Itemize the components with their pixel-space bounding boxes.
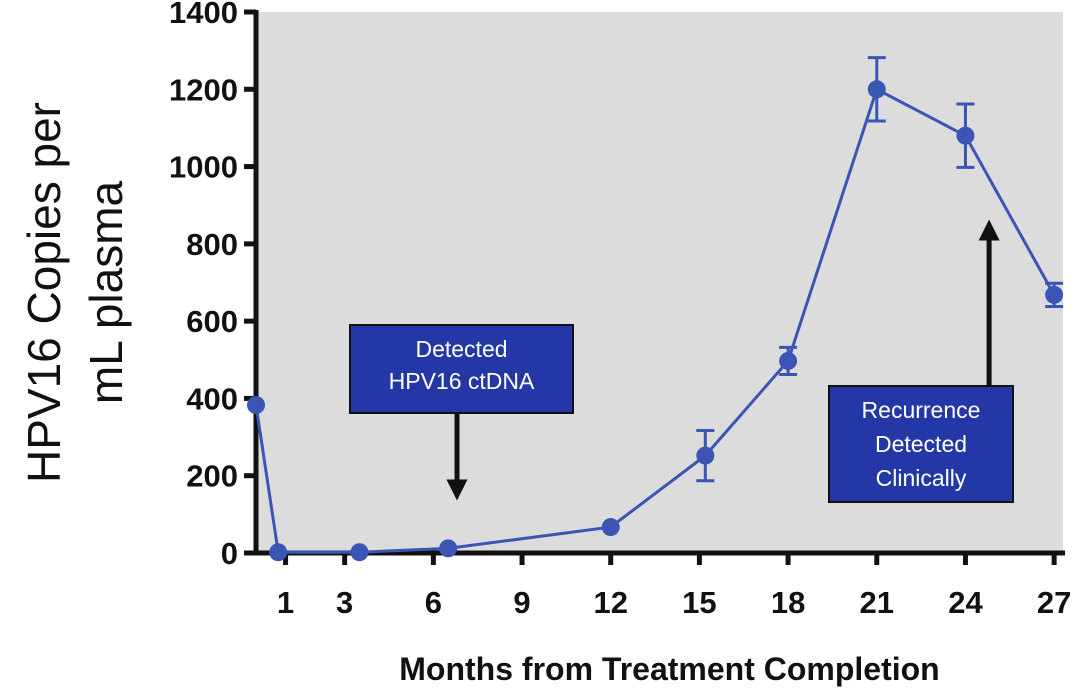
y-tick-label: 0 bbox=[221, 536, 238, 571]
y-tick-label: 1200 bbox=[169, 72, 238, 107]
annotation-text: Recurrence bbox=[862, 397, 981, 423]
x-tick-label: 3 bbox=[336, 585, 353, 620]
x-axis-title: Months from Treatment Completion bbox=[399, 651, 939, 687]
y-axis-title-line: HPV16 Copies per bbox=[18, 102, 70, 483]
annotation-text: Detected bbox=[415, 336, 507, 362]
x-tick-label: 6 bbox=[425, 585, 442, 620]
y-tick-label: 400 bbox=[186, 381, 238, 416]
annotation-text: Detected bbox=[875, 431, 967, 457]
x-tick-label: 18 bbox=[771, 585, 805, 620]
x-tick-label: 1 bbox=[277, 585, 294, 620]
x-tick-label: 27 bbox=[1037, 585, 1071, 620]
x-tick-label: 21 bbox=[860, 585, 894, 620]
data-points bbox=[247, 80, 1064, 562]
x-tick-label: 24 bbox=[948, 585, 983, 620]
annotation-box bbox=[828, 385, 1014, 503]
y-tick-label: 1000 bbox=[169, 150, 238, 185]
x-axis-ticks: 1 3 6 9 12 15 18 21 24 27 bbox=[277, 553, 1071, 620]
data-point bbox=[247, 395, 265, 414]
y-axis-title: HPV16 Copies per mL plasma bbox=[18, 102, 132, 483]
y-axis-ticks: 0 200 400 600 800 1000 1200 1400 bbox=[169, 0, 256, 571]
annotation-text: Clinically bbox=[876, 465, 967, 491]
x-tick-label: 15 bbox=[682, 585, 716, 620]
y-tick-label: 600 bbox=[186, 304, 238, 339]
series-line bbox=[254, 87, 1056, 554]
data-point bbox=[269, 543, 288, 562]
data-point bbox=[867, 80, 886, 99]
annotation-ctdna-detected: Detected HPV16 ctDNA bbox=[349, 324, 574, 501]
annotation-box bbox=[349, 324, 574, 414]
annotation-text: HPV16 ctDNA bbox=[389, 368, 535, 394]
y-axis-title-line: mL plasma bbox=[80, 180, 132, 404]
data-point bbox=[350, 543, 369, 562]
y-tick-label: 200 bbox=[186, 459, 238, 494]
data-point bbox=[696, 446, 715, 465]
annotations: Detected HPV16 ctDNA Recurrence Detected Cli… bbox=[349, 219, 1014, 503]
x-tick-label: 12 bbox=[593, 585, 627, 620]
annotation-recurrence: Recurrence Detected Clinically bbox=[828, 219, 1014, 503]
data-point bbox=[1045, 285, 1064, 304]
data-point bbox=[956, 126, 975, 145]
data-point bbox=[601, 518, 620, 537]
data-point bbox=[439, 539, 458, 558]
x-tick-label: 9 bbox=[513, 585, 530, 620]
y-tick-label: 800 bbox=[186, 227, 238, 262]
y-tick-label: 1400 bbox=[169, 0, 238, 30]
data-point bbox=[779, 351, 798, 370]
